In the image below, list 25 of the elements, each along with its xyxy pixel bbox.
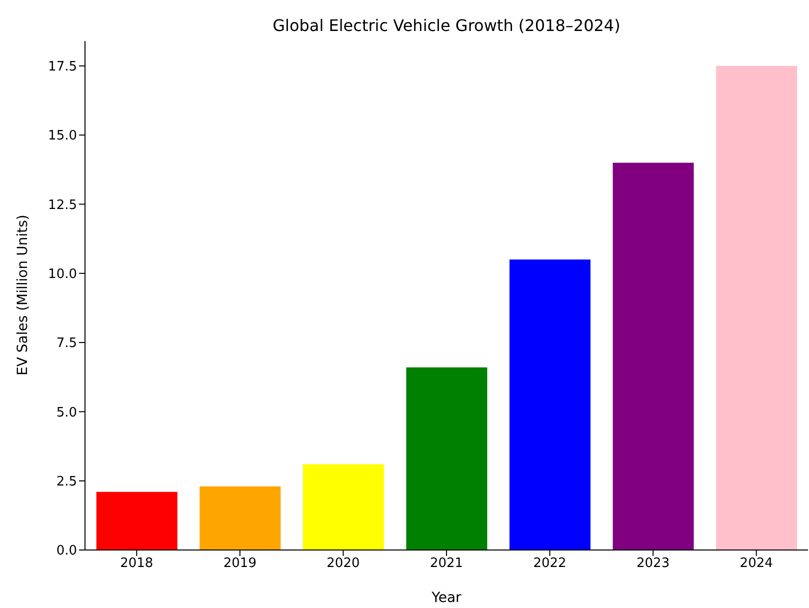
x-tick-label: 2019: [223, 556, 256, 572]
y-tick-label: 15.0: [48, 128, 77, 144]
bar: [510, 260, 591, 550]
y-tick-label: 2.5: [56, 474, 77, 490]
bar: [612, 162, 694, 550]
y-tick-label: 10.0: [48, 266, 77, 282]
bar: [302, 464, 384, 550]
x-tick-label: 2022: [533, 556, 566, 572]
bar: [200, 486, 281, 550]
y-axis-title: EV Sales (Million Units): [14, 214, 31, 376]
y-tick-label: 12.5: [48, 198, 77, 213]
y-tick-label: 17.5: [48, 60, 77, 75]
x-tick-label: 2023: [636, 556, 670, 572]
x-tick-label: 2024: [740, 556, 773, 572]
x-tick-label: 2018: [120, 556, 154, 572]
y-tick-label: 5.0: [56, 405, 77, 420]
y-tick-label: 0.0: [56, 544, 77, 559]
x-axis-title: Year: [430, 590, 462, 606]
x-tick-label: 2020: [326, 556, 360, 572]
x-tick-label: 2021: [430, 556, 464, 572]
bar: [716, 66, 798, 550]
bar: [96, 492, 178, 550]
y-tick-label: 7.5: [56, 336, 77, 352]
chart-title: Global Electric Vehicle Growth (2018–2024): [272, 16, 622, 35]
bar: [406, 367, 488, 550]
